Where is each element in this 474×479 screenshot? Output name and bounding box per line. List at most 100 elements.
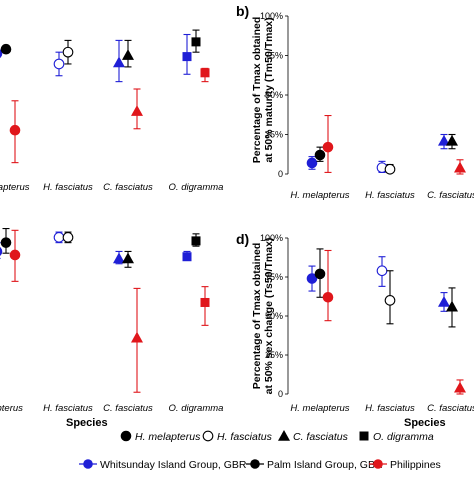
panel-c-data-point	[131, 331, 143, 343]
panel-c-point-group	[113, 250, 125, 265]
panel-d-data-point	[454, 381, 466, 393]
panel-d-data-point	[376, 265, 388, 277]
panel-d-data-point	[384, 295, 396, 306]
panel-c-data-point	[53, 232, 65, 243]
panel-b-point-group	[322, 114, 334, 173]
legend-species-item: H. melapterus	[120, 430, 201, 443]
panel-b-x-tick-label: H. fasciatus	[365, 190, 415, 201]
panel-b-point-group	[454, 159, 466, 175]
marks-layer	[0, 29, 466, 395]
panel-d-y-tick-label: 50%	[265, 311, 283, 321]
panel-c-point-group	[191, 233, 201, 247]
panel-a-data-point	[182, 52, 192, 62]
panel-d-data-point	[438, 295, 450, 307]
panel-a-point-group	[0, 43, 12, 55]
panel-a-data-point	[122, 49, 134, 60]
panel-c-data-point	[9, 249, 21, 261]
panel-d-x-tick-label: H. melapterus	[290, 403, 349, 414]
legend-species-label: H. melapterus	[135, 431, 201, 443]
legend-location-label: Palm Island Group, GBR	[267, 459, 383, 471]
panel-b-data-point	[438, 134, 450, 146]
panel-c-x-tick-label: lapterus	[0, 403, 23, 414]
panel-d-y-tick-label: 75%	[265, 272, 283, 282]
legend-species-label: C. fasciatus	[293, 431, 349, 443]
legend-location-item: Palm Island Group, GBR	[246, 459, 383, 471]
legend-species-label: H. fasciatus	[217, 431, 273, 443]
legend-location-label: Philippines	[390, 459, 441, 471]
legend-species-label: O. digramma	[373, 431, 434, 443]
panel-b-y-tick-label: 75%	[265, 51, 283, 61]
panel-a-data-point	[62, 46, 74, 58]
panel-c-data-point	[62, 232, 74, 243]
legend-open-circle-icon	[202, 430, 214, 442]
panel-a-point-group	[200, 67, 210, 83]
panel-d-y-tick-label: 100%	[260, 233, 283, 243]
legend-square-icon	[359, 431, 369, 441]
panel-c-data-point	[0, 237, 12, 248]
panel-c-data-point	[113, 252, 125, 264]
panel-b-y-tick-label: 100%	[260, 11, 283, 21]
panel-a-point-group	[191, 29, 201, 53]
panel-b-data-point	[306, 157, 318, 169]
panel-c-data-point	[200, 297, 210, 307]
panel-d-y-tick-label: 0	[278, 389, 283, 399]
panel-b-ylabel-line1: Percentage of Tmax obtained	[251, 17, 263, 163]
legend-location-item: Philippines	[369, 459, 441, 471]
panel-d-point-group	[376, 256, 388, 287]
panel-b-point-group	[438, 133, 450, 150]
legend-filled-circle-icon	[120, 430, 132, 442]
panel-b-data-point	[446, 134, 458, 146]
panel-b-data-point	[384, 163, 396, 175]
panel-c-data-point	[122, 252, 134, 264]
panel-c-x-tick-label: C. fasciatus	[103, 403, 153, 414]
panel-b-y-tick-label: 25%	[265, 130, 283, 140]
panel-b-x-tick-label: H. melapterus	[290, 190, 349, 201]
panel-b-ylabel: Percentage of Tmax obtainedat 50% maturi…	[251, 17, 275, 163]
panel-b-x-tick-label: C. fasciatus	[427, 190, 474, 201]
panel-c-point-group	[182, 250, 192, 262]
panel-d-point-group	[446, 287, 458, 328]
panel-c-point-group	[9, 229, 21, 282]
panel-d-ylabel-line2: at 50% sex change (Ts50/Tmax)	[263, 238, 275, 395]
panel-b-point-group	[446, 133, 458, 150]
panel-a-point-group	[182, 33, 192, 75]
panel-c-x-tick-label: H. fasciatus	[43, 403, 93, 414]
panel-a-point-group	[113, 39, 125, 83]
panel-d-ylabel: Percentage of Tmax obtainedat 50% sex ch…	[251, 238, 275, 395]
panel-c-data-point	[182, 252, 192, 262]
legend-species-item: C. fasciatus	[278, 430, 349, 443]
panel-a-x-tick-label: melapterus	[0, 182, 30, 193]
panel-d-point-group	[306, 265, 318, 292]
axes-layer: melapterus H. fasciatus C. fasciatus O. dig…	[0, 11, 474, 414]
panel-b-y-tick-label: 50%	[265, 90, 283, 100]
panel-b-data-point	[314, 149, 326, 161]
legend-location-item: Whitsunday Island Group, GBR	[79, 459, 247, 471]
panel-a-data-point	[0, 43, 12, 55]
panel-a-data-point	[131, 105, 143, 116]
panel-a-data-point	[0, 49, 3, 59]
panel-d-data-point	[322, 291, 334, 303]
panel-a-point-group	[131, 88, 143, 130]
panel-d-ylabel-line1: Percentage of Tmax obtained	[251, 243, 263, 389]
panel-label-b: b)	[236, 3, 249, 19]
panel-a-point-group	[122, 39, 134, 68]
panel-b-point-group	[314, 146, 326, 162]
panel-a-point-group	[9, 100, 21, 164]
panel-a-point-group	[62, 39, 74, 65]
panel-d-point-group	[454, 379, 466, 395]
panel-d-data-point	[306, 273, 318, 284]
panel-a-x-tick-label: C. fasciatus	[103, 182, 153, 193]
panel-c-point-group	[62, 231, 74, 244]
panel-label-d: d)	[236, 231, 249, 247]
panel-b-ylabel-line2: at 50% maturity (Tm50/Tmax)	[263, 17, 275, 162]
legend-dot-icon	[250, 459, 260, 469]
panel-a-data-point	[191, 37, 201, 47]
panel-a-point-group	[53, 51, 65, 77]
panel-b-point-group	[306, 156, 318, 170]
panel-c-point-group	[0, 242, 3, 260]
legend-triangle-icon	[278, 430, 290, 441]
panel-d-y-tick-label: 25%	[265, 350, 283, 360]
x-axis-title-right: Species	[404, 417, 446, 429]
panel-a-data-point	[53, 58, 65, 70]
